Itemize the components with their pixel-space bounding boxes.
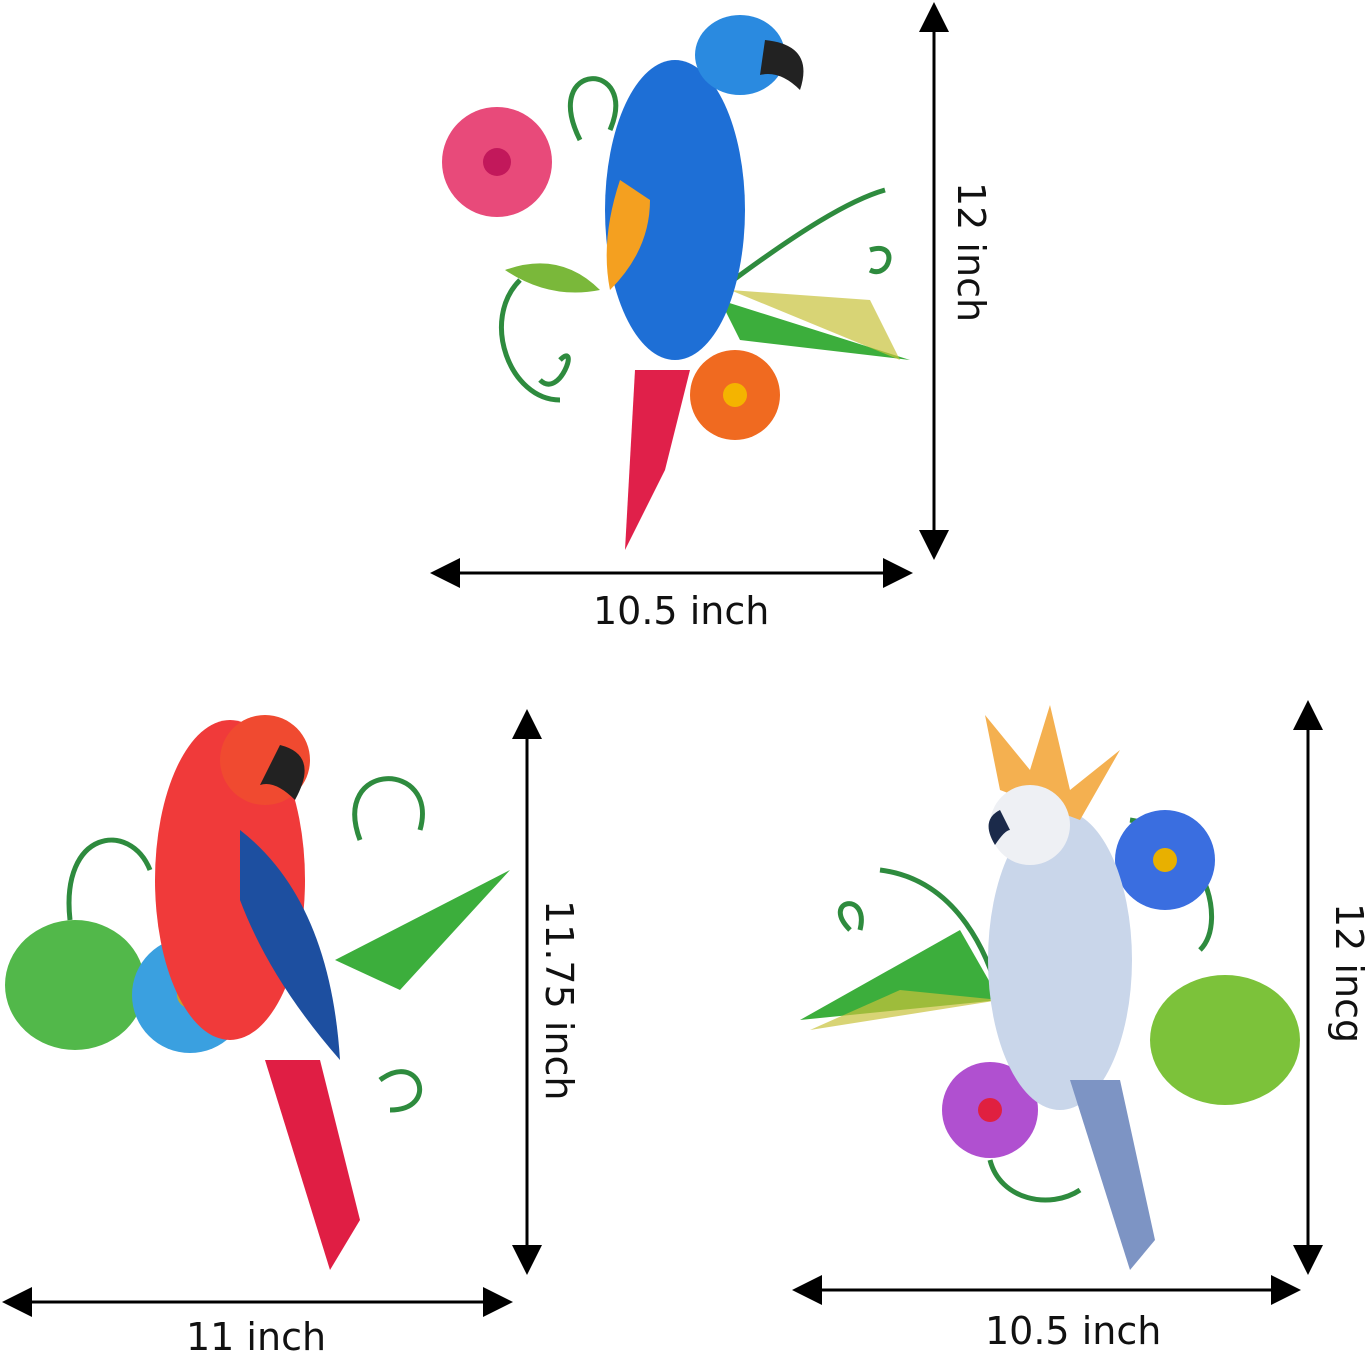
width-label-3: 10.5 inch: [985, 1309, 1162, 1353]
dimension-arrows: [1, 1, 1323, 1317]
cockatoo-image: [800, 705, 1300, 1270]
height-label-1: 12 inch: [949, 182, 993, 323]
blue-macaw-image: [442, 15, 910, 550]
width-label-1: 10.5 inch: [593, 589, 770, 633]
height-label-3: 12 incg: [1327, 903, 1368, 1044]
width-label-2: 11 inch: [186, 1315, 327, 1359]
red-macaw-image: [5, 715, 510, 1270]
height-label-2: 11.75 inch: [537, 900, 581, 1101]
